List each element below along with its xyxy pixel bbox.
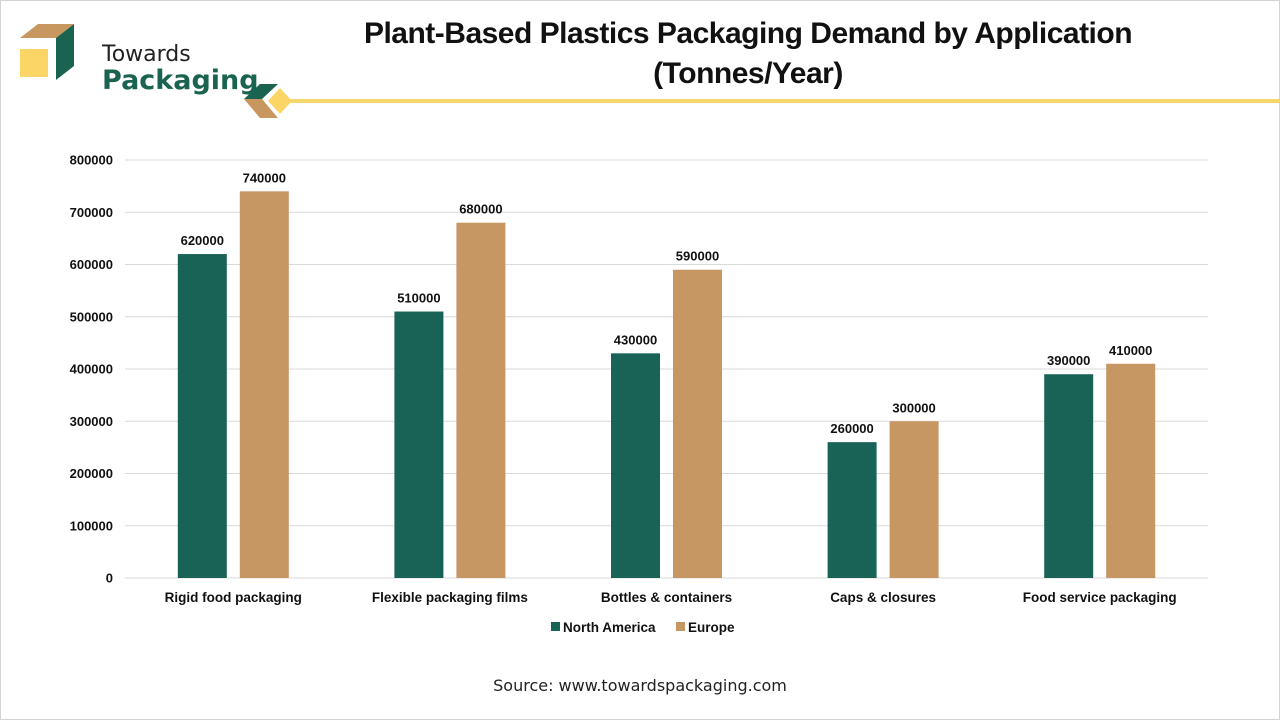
legend-swatch <box>551 622 560 631</box>
legend-label: North America <box>563 620 656 635</box>
x-axis-ticks: Rigid food packaging Flexible packaging f… <box>165 590 1177 605</box>
chart-title-block: Plant-Based Plastics Packaging Demand by… <box>300 14 1196 94</box>
bar-north-america <box>611 353 660 578</box>
data-label: 740000 <box>243 170 286 185</box>
y-tick-label: 500000 <box>70 309 113 324</box>
bar-europe <box>889 421 939 578</box>
legend: North America Europe <box>551 620 735 635</box>
brand-name-line2: Packaging <box>102 65 259 96</box>
chart-subtitle: (Tonnes/Year) <box>653 57 843 90</box>
x-tick-label: Food service packaging <box>1023 590 1177 605</box>
box-logo-icon <box>20 24 74 80</box>
x-tick-label: Rigid food packaging <box>165 590 302 605</box>
data-label: 510000 <box>397 291 440 306</box>
chart-title: Plant-Based Plastics Packaging Demand by… <box>363 17 1133 50</box>
bar-north-america <box>1044 374 1094 578</box>
y-tick-label: 200000 <box>70 466 113 481</box>
source-note: Source: www.towardspackaging.com <box>493 676 787 695</box>
data-labels: 620000 740000 510000 680000 430000 590000 2600… <box>181 170 1153 436</box>
x-tick-label: Caps & closures <box>830 590 936 605</box>
data-label: 300000 <box>892 400 935 415</box>
data-label: 260000 <box>830 421 873 436</box>
bar-north-america <box>827 442 877 578</box>
data-label: 410000 <box>1109 343 1152 358</box>
y-tick-label: 800000 <box>70 153 113 168</box>
y-tick-label: 0 <box>106 571 113 586</box>
bar-europe <box>456 222 506 578</box>
bar-europe <box>673 269 722 578</box>
gridlines <box>125 159 1208 579</box>
decorative-diamond-icon <box>244 84 292 118</box>
bar-north-america <box>394 311 444 578</box>
title-underline <box>290 99 1280 103</box>
bar-europe <box>239 191 289 578</box>
x-tick-label: Flexible packaging films <box>372 590 528 605</box>
bar-north-america <box>177 254 227 579</box>
y-tick-label: 600000 <box>70 257 113 272</box>
data-label: 590000 <box>676 249 719 264</box>
y-axis-ticks: 0 100000 200000 300000 400000 500000 600000 700… <box>70 153 113 586</box>
brand-name-line1: Towards <box>102 42 191 67</box>
bar-europe <box>1106 363 1156 578</box>
data-label: 390000 <box>1047 353 1090 368</box>
data-label: 680000 <box>459 202 502 217</box>
data-label: 620000 <box>181 233 224 248</box>
y-tick-label: 700000 <box>70 205 113 220</box>
x-tick-label: Bottles & containers <box>601 590 732 605</box>
bars <box>177 191 1156 579</box>
legend-label: Europe <box>688 620 735 635</box>
brand-logo: Towards Packaging <box>18 22 259 96</box>
legend-swatch <box>676 622 685 631</box>
data-label: 430000 <box>614 332 657 347</box>
y-tick-label: 400000 <box>70 362 113 377</box>
y-tick-label: 300000 <box>70 414 113 429</box>
y-tick-label: 100000 <box>70 518 113 533</box>
